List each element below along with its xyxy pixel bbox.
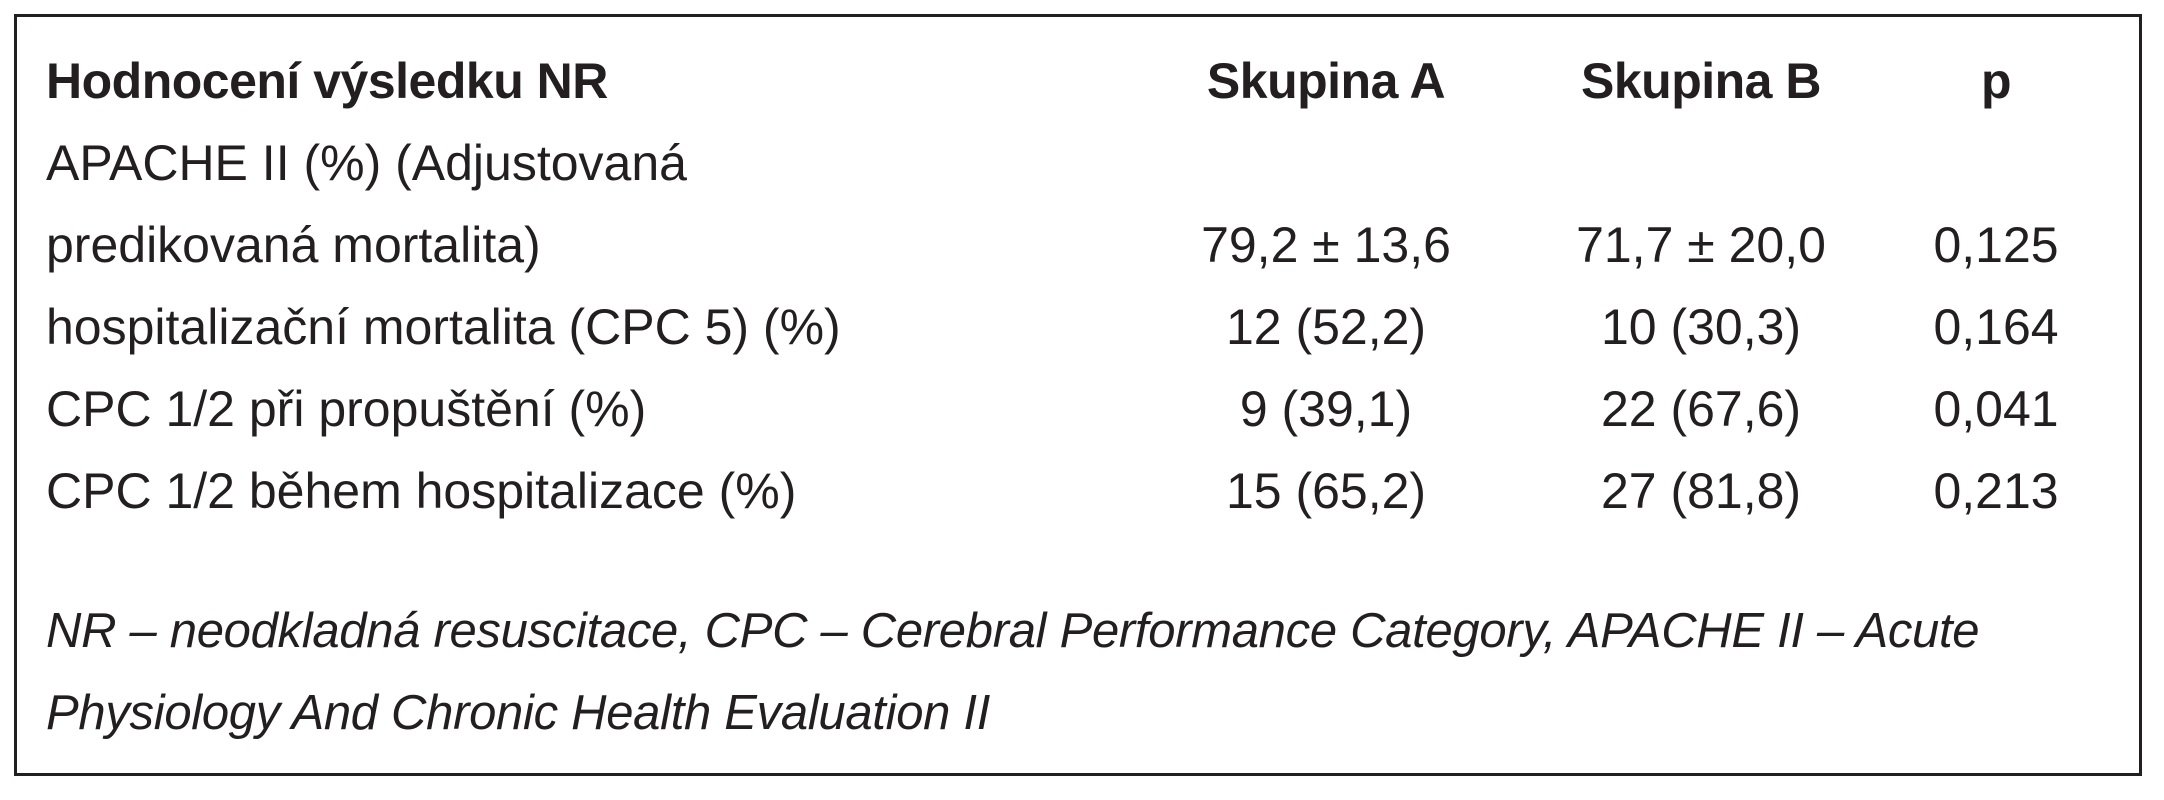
- cell-p: 0,164: [1933, 299, 2059, 355]
- cell-p: 0,125: [1933, 217, 2059, 273]
- cell-group-a: 15 (65,2): [1225, 463, 1427, 519]
- footnote-line1: NR – neodkladná resuscitace, CPC – Cereb…: [46, 604, 1980, 658]
- cell-group-a: 12 (52,2): [1225, 299, 1427, 355]
- row-label-line1: APACHE II (%) (Adjustovaná: [46, 135, 687, 191]
- row-label: hospitalizační mortalita (CPC 5) (%): [46, 299, 841, 355]
- table-footnote: NR – neodkladná resuscitace, CPC – Cereb…: [46, 590, 2106, 754]
- row-label: CPC 1/2 během hospitalizace (%): [46, 463, 797, 519]
- row-label: CPC 1/2 při propuštění (%): [46, 381, 647, 437]
- table-header-row: Hodnocení výsledku NR Skupina A Skupina …: [46, 40, 2106, 122]
- header-group-a: Skupina A: [1206, 53, 1446, 109]
- footnote-line2: Physiology And Chronic Health Evaluation…: [46, 686, 991, 740]
- cell-p: 0,041: [1933, 381, 2059, 437]
- table-row: hospitalizační mortalita (CPC 5) (%) 12 …: [46, 286, 2106, 368]
- cell-group-b: 10 (30,3): [1600, 299, 1802, 355]
- cell-group-a: 9 (39,1): [1239, 381, 1413, 437]
- cell-group-a: 79,2 ± 13,6: [1201, 217, 1451, 273]
- table-row: CPC 1/2 při propuštění (%) 9 (39,1) 22 (…: [46, 368, 2106, 450]
- cell-group-b: 27 (81,8): [1600, 463, 1802, 519]
- table-row: APACHE II (%) (Adjustovaná predikovaná m…: [46, 122, 2106, 286]
- header-p: p: [1980, 53, 2012, 109]
- table-frame: [14, 14, 2142, 776]
- cell-group-b: 22 (67,6): [1600, 381, 1802, 437]
- header-group-b: Skupina B: [1581, 53, 1821, 109]
- cell-p: 0,213: [1933, 463, 2059, 519]
- header-label: Hodnocení výsledku NR: [46, 53, 608, 109]
- results-table: Hodnocení výsledku NR Skupina A Skupina …: [46, 40, 2106, 532]
- table-row: CPC 1/2 během hospitalizace (%) 15 (65,2…: [46, 450, 2106, 532]
- row-label-line2: predikovaná mortalita): [46, 217, 541, 273]
- cell-group-b: 71,7 ± 20,0: [1576, 217, 1826, 273]
- row-label: APACHE II (%) (Adjustovaná predikovaná m…: [46, 122, 1136, 286]
